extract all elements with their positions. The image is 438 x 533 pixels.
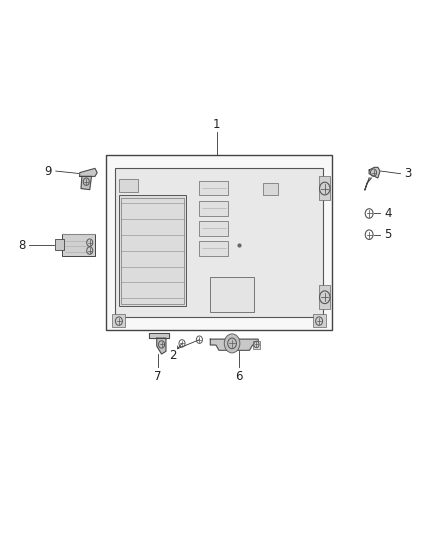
Text: 4: 4 bbox=[385, 207, 392, 220]
Bar bbox=[113, 314, 125, 327]
Polygon shape bbox=[369, 167, 380, 178]
Bar bbox=[119, 195, 186, 306]
Bar bbox=[319, 285, 330, 309]
Circle shape bbox=[224, 334, 240, 353]
Bar bbox=[62, 233, 95, 256]
Bar bbox=[253, 341, 260, 349]
Text: 2: 2 bbox=[170, 349, 177, 362]
Polygon shape bbox=[157, 338, 166, 354]
Bar bbox=[319, 176, 330, 200]
Polygon shape bbox=[365, 178, 371, 190]
Polygon shape bbox=[81, 176, 92, 190]
Polygon shape bbox=[80, 168, 97, 176]
Text: 8: 8 bbox=[18, 239, 25, 252]
Text: 6: 6 bbox=[235, 370, 242, 383]
Text: 7: 7 bbox=[154, 370, 162, 383]
Bar bbox=[115, 168, 323, 317]
Bar bbox=[313, 314, 325, 327]
Bar bbox=[199, 241, 228, 256]
Text: 1: 1 bbox=[213, 118, 221, 131]
Bar bbox=[199, 201, 228, 216]
Bar bbox=[262, 183, 278, 195]
Bar bbox=[55, 239, 64, 249]
Polygon shape bbox=[210, 339, 258, 350]
Bar bbox=[199, 181, 228, 196]
Text: 3: 3 bbox=[404, 167, 411, 180]
Bar bbox=[210, 277, 254, 312]
Bar bbox=[106, 155, 332, 330]
Text: 9: 9 bbox=[44, 165, 51, 177]
Bar bbox=[199, 221, 228, 236]
Text: 5: 5 bbox=[385, 228, 392, 241]
Bar bbox=[119, 179, 138, 192]
Bar bbox=[121, 198, 184, 304]
Polygon shape bbox=[149, 333, 169, 338]
